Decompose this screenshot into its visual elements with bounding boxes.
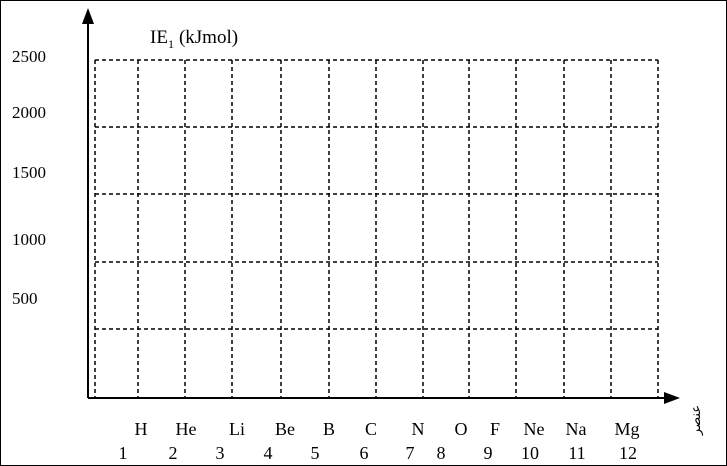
atomic-number-label: 12 — [619, 443, 637, 463]
atomic-number-label: 10 — [521, 443, 539, 463]
element-symbol-label: Na — [566, 419, 587, 439]
y-tick-labels: 2500 2000 1500 1000 500 — [12, 47, 46, 308]
atomic-number-label: 11 — [568, 443, 585, 463]
atomic-number-label: 6 — [360, 443, 369, 463]
y-tick-label: 2000 — [12, 103, 46, 122]
x-axis-label: عنصر — [688, 405, 704, 436]
element-symbol-label: H — [135, 419, 148, 439]
y-axis-arrowhead — [82, 8, 94, 24]
y-tick-label: 2500 — [12, 47, 46, 66]
y-axis-label: IE1 (kJmol) — [150, 27, 238, 51]
x-axis-arrowhead — [664, 392, 680, 404]
element-symbol-label: Ne — [524, 419, 545, 439]
element-symbol-label: Be — [275, 419, 295, 439]
element-symbol-label: Li — [229, 419, 245, 439]
y-axis-label-main: IE — [150, 27, 168, 48]
y-axis-label-unit: (kJmol) — [179, 27, 238, 48]
x-category-labels: H He Li Be B C N O F Ne Na Mg1 2 3 4 5 6 7 8 9 10 11 12 — [119, 419, 640, 463]
element-symbol-label: F — [490, 419, 500, 439]
element-symbol-label: B — [323, 419, 335, 439]
element-symbol-label: Mg — [614, 419, 639, 439]
atomic-number-label: 3 — [216, 443, 225, 463]
atomic-number-label: 1 — [119, 443, 128, 463]
atomic-number-label: 8 — [437, 443, 446, 463]
atomic-number-label: 9 — [484, 443, 493, 463]
atomic-number-label: 4 — [264, 443, 273, 463]
element-symbol-label: C — [365, 419, 377, 439]
y-tick-label: 1000 — [12, 230, 46, 249]
atomic-number-label: 5 — [311, 443, 320, 463]
element-symbol-label: N — [412, 419, 425, 439]
y-tick-label: 1500 — [12, 163, 46, 182]
y-axis-label-sub: 1 — [168, 37, 174, 51]
y-tick-label: 500 — [12, 289, 38, 308]
atomic-number-label: 7 — [406, 443, 415, 463]
atomic-number-label: 2 — [169, 443, 178, 463]
element-symbol-label: O — [455, 419, 468, 439]
element-symbol-label: He — [176, 419, 197, 439]
grid — [94, 59, 659, 398]
